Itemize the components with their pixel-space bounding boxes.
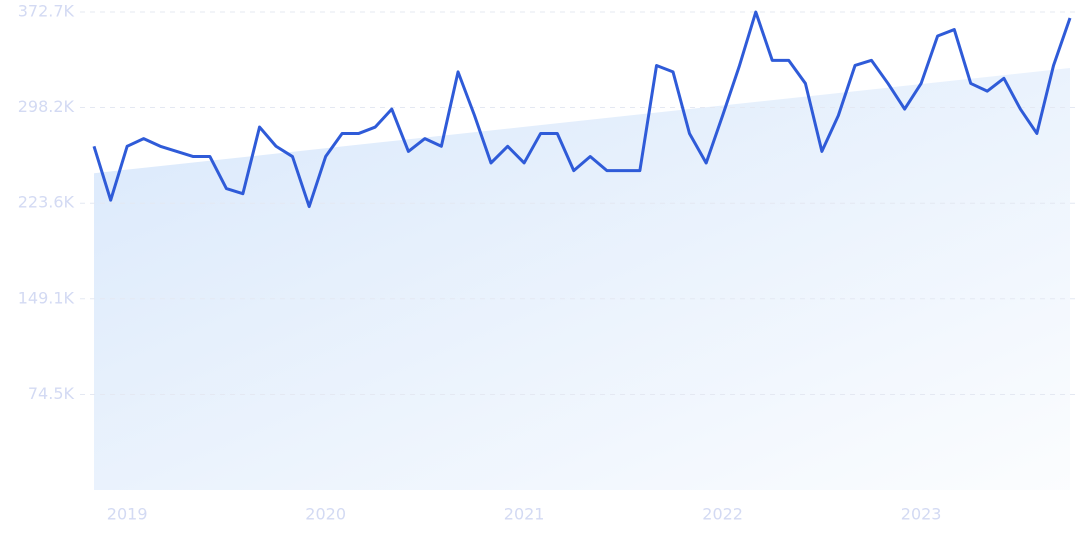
y-tick-label: 223.6K xyxy=(18,193,75,212)
x-tick-label: 2019 xyxy=(107,505,148,524)
y-tick-label: 372.7K xyxy=(18,2,75,21)
y-tick-label: 149.1K xyxy=(18,288,75,307)
data-line xyxy=(92,10,1072,209)
x-tick-label: 2023 xyxy=(901,505,942,524)
x-tick-label: 2021 xyxy=(504,505,545,524)
x-tick-label: 2020 xyxy=(305,505,346,524)
y-tick-label: 298.2K xyxy=(18,97,75,116)
trend-area xyxy=(94,68,1070,490)
y-tick-label: 74.5K xyxy=(28,384,75,403)
x-tick-label: 2022 xyxy=(702,505,743,524)
